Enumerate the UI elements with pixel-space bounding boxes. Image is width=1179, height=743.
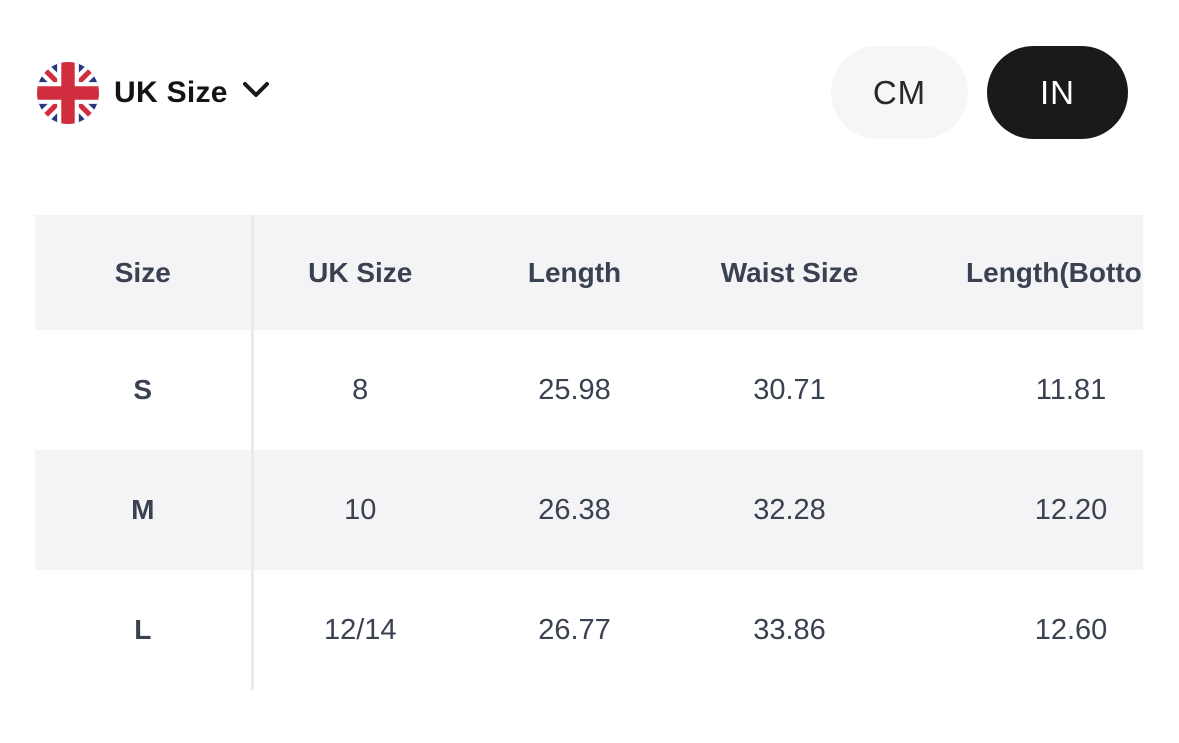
length-value: 25.98: [538, 373, 611, 406]
size-label: L: [35, 570, 254, 690]
column-header-length-bottom: Length(Bottom): [897, 215, 1143, 330]
waist-size-value: 32.28: [753, 493, 826, 526]
table-row-l: L 12/14 26.77 33.86 12.60: [35, 570, 1143, 690]
size-table-viewport[interactable]: Size UK Size Length Waist Size Length(Bo…: [35, 215, 1143, 690]
column-header-waist-size: Waist Size: [682, 215, 897, 330]
column-header-uk-size: UK Size: [252, 215, 467, 330]
length-bottom-value: 12.20: [1034, 493, 1108, 526]
size-table: Size UK Size Length Waist Size Length(Bo…: [35, 215, 1143, 690]
length-value: 26.38: [538, 493, 611, 526]
region-label: UK Size: [114, 75, 228, 109]
length-bottom-value: 12.60: [1034, 613, 1108, 646]
length-bottom-value: 11.81: [1035, 373, 1107, 406]
waist-size-value: 33.86: [753, 613, 826, 646]
size-chart-topbar: UK Size CM IN: [37, 46, 1128, 139]
uk-size-value: 10: [344, 493, 377, 526]
table-row-m: M 10 26.38 32.28 12.20: [35, 450, 1143, 570]
chevron-down-icon: [242, 81, 270, 104]
waist-size-value: 30.71: [753, 373, 826, 406]
uk-size-value: 12/14: [323, 613, 397, 646]
column-header-size: Size: [35, 215, 254, 330]
region-size-selector[interactable]: UK Size: [37, 61, 270, 124]
unit-toggle: CM IN: [831, 46, 1128, 139]
table-row-s: S 8 25.98 30.71 11.81: [35, 330, 1143, 450]
length-value: 26.77: [538, 613, 611, 646]
uk-flag-icon: [37, 61, 99, 124]
size-label: M: [35, 450, 254, 570]
size-table-header-row: Size UK Size Length Waist Size Length(Bo…: [35, 215, 1143, 330]
size-label: S: [35, 330, 254, 450]
uk-size-value: 8: [352, 373, 369, 406]
unit-cm-button[interactable]: CM: [831, 46, 968, 139]
unit-in-button[interactable]: IN: [987, 46, 1128, 139]
column-header-length: Length: [467, 215, 682, 330]
